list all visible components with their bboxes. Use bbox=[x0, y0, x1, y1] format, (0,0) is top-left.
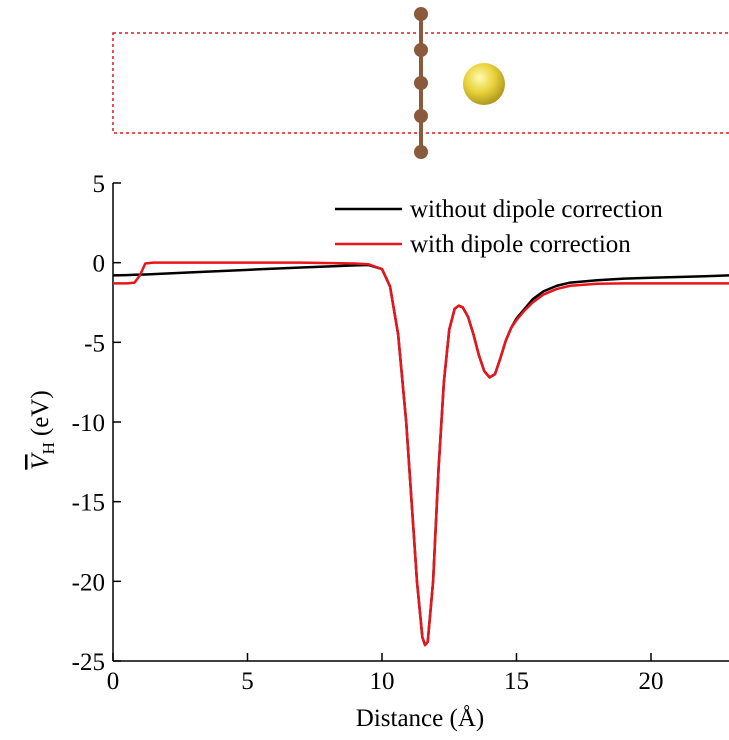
y-tick-label: 5 bbox=[93, 171, 106, 198]
atom bbox=[414, 109, 428, 123]
atom bbox=[414, 7, 428, 21]
adatom bbox=[463, 63, 505, 105]
y-tick-label: -5 bbox=[84, 330, 105, 357]
y-tick-label: -20 bbox=[72, 569, 105, 596]
x-tick-label: 20 bbox=[638, 668, 663, 695]
x-tick-label: 5 bbox=[241, 668, 254, 695]
series-line bbox=[113, 261, 729, 647]
cell-box bbox=[112, 32, 729, 134]
structure-illustration bbox=[112, 7, 729, 159]
atom bbox=[414, 145, 428, 159]
atom bbox=[414, 43, 428, 57]
y-tick-label: 0 bbox=[93, 251, 106, 278]
series-line bbox=[112, 263, 729, 647]
y-tick-label: -15 bbox=[72, 490, 105, 517]
x-tick-label: 0 bbox=[107, 668, 120, 695]
y-label-symbol: V bbox=[27, 452, 54, 470]
y-tick-label: -10 bbox=[72, 410, 105, 437]
atom bbox=[414, 76, 428, 90]
x-tick-label: 15 bbox=[504, 668, 529, 695]
x-tick-label: 10 bbox=[369, 668, 394, 695]
y-label-subscript: H bbox=[39, 442, 58, 454]
x-axis-label: Distance (Å) bbox=[356, 705, 484, 732]
y-axis-label: VH (eV) bbox=[27, 390, 58, 469]
legend-label: without dipole correction bbox=[410, 196, 663, 223]
legend-label: with dipole correction bbox=[410, 231, 631, 258]
y-tick-label: -25 bbox=[72, 649, 105, 676]
y-label-unit: (eV) bbox=[27, 390, 54, 436]
